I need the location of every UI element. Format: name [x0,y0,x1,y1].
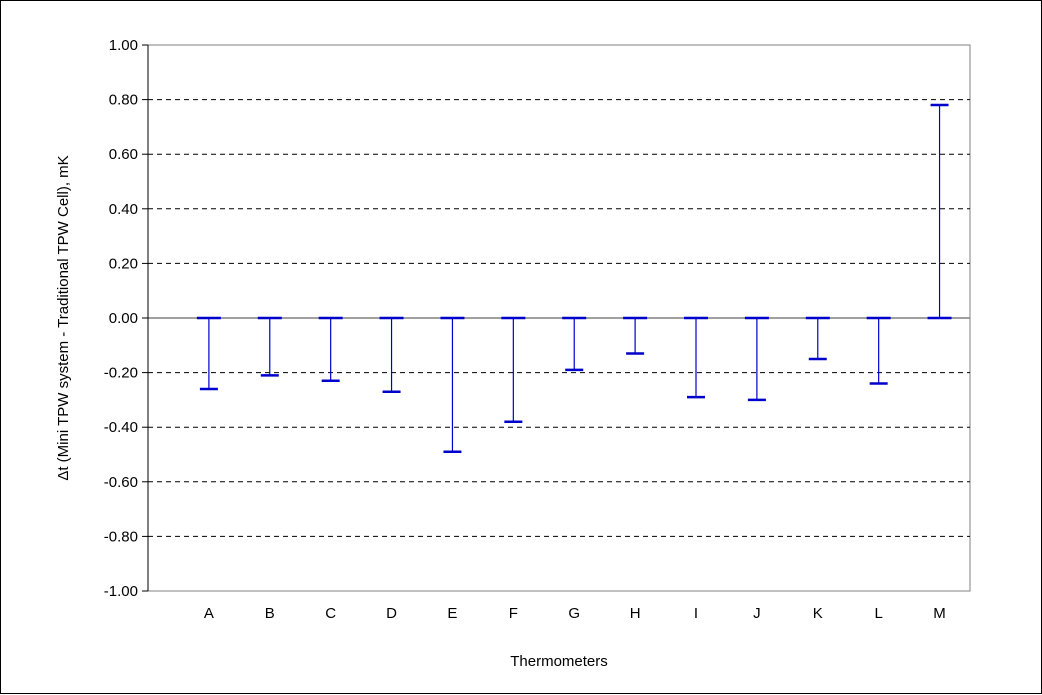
x-category-label: B [265,605,275,622]
x-category-labels: A B C D E F G H I J K L M [204,605,946,622]
data-mark [866,316,891,385]
x-category-label: D [386,605,397,622]
data-marks [196,103,952,454]
data-mark [501,316,526,423]
x-category-label: G [568,605,580,622]
x-category-label: J [753,605,761,622]
x-category-label: F [509,605,518,622]
y-tick-label: 0.20 [109,255,138,272]
y-tick-label: 0.40 [109,201,138,218]
gridlines [148,99,970,537]
y-tick-label: 0.80 [109,92,138,109]
data-mark [744,316,769,402]
data-mark [684,316,708,399]
x-category-label: K [813,605,823,622]
y-tick-label: -0.40 [104,419,138,436]
x-category-label: L [874,605,882,622]
y-tick-label: -0.80 [104,528,138,545]
y-axis [142,44,149,592]
y-axis-title: Δt (Mini TPW system - Traditional TPW Ce… [55,155,72,480]
y-tick-labels: -1.00 -0.80 -0.60 -0.40 -0.20 0.00 0.20 0.40 0.6… [104,37,138,600]
y-tick-label: -0.20 [104,365,138,382]
data-mark [927,103,952,320]
data-mark [257,316,282,377]
data-mark [196,316,221,391]
data-mark [562,316,587,372]
x-category-label: A [204,605,214,622]
x-category-label: E [447,605,457,622]
data-mark [318,316,343,383]
data-mark [805,316,830,361]
y-tick-label: 1.00 [109,37,138,54]
x-category-label: M [933,605,946,622]
x-category-label: H [630,605,641,622]
y-tick-label: 0.60 [109,146,138,163]
x-axis-title: Thermometers [510,653,608,670]
data-mark [623,316,648,355]
x-category-label: C [325,605,336,622]
y-tick-label: -0.60 [104,474,138,491]
y-tick-label: 0.00 [109,310,138,327]
data-mark [440,316,465,454]
y-tick-label: -1.00 [104,583,138,600]
data-mark [379,316,404,393]
x-category-label: I [694,605,698,622]
